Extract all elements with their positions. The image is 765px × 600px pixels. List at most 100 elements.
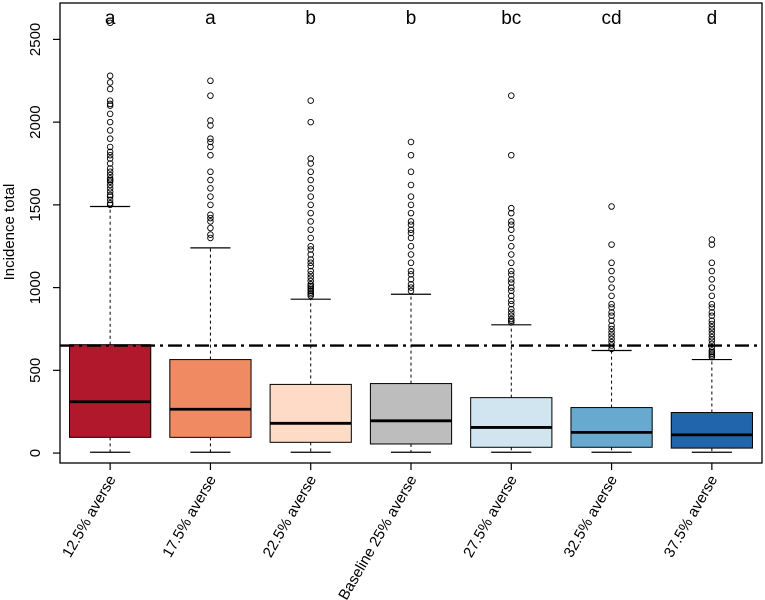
outlier-point	[508, 221, 515, 228]
x-tick-label: 37.5% averse	[661, 473, 722, 561]
outlier-point	[106, 143, 114, 151]
outlier-point	[608, 309, 615, 316]
outlier-point	[307, 267, 314, 275]
outlier-point	[708, 327, 716, 334]
outlier-point	[608, 317, 615, 324]
x-tick-label: Baseline 25% averse	[335, 473, 420, 600]
outlier-point	[407, 218, 415, 225]
outlier-point	[608, 203, 615, 210]
outlier-point	[407, 193, 415, 200]
outlier-point	[608, 325, 615, 333]
outlier-point	[307, 259, 314, 267]
outlier-point	[307, 226, 314, 233]
outlier-point	[508, 292, 515, 300]
outlier-point	[508, 92, 515, 99]
outlier-point	[106, 151, 114, 159]
outlier-point	[207, 77, 214, 85]
outlier-point	[307, 286, 314, 293]
outlier-point	[207, 135, 214, 142]
outlier-point	[307, 168, 314, 176]
outlier-point	[508, 209, 515, 217]
outlier-point	[307, 290, 314, 298]
outlier-point	[407, 151, 415, 159]
outlier-point	[106, 199, 114, 207]
outlier-point	[708, 312, 716, 319]
outlier-point	[106, 118, 114, 126]
outlier-point	[207, 185, 214, 192]
box	[169, 359, 252, 438]
outlier-point	[106, 97, 114, 104]
outlier-point	[307, 256, 314, 263]
outlier-point	[106, 19, 114, 27]
outlier-point	[106, 72, 114, 80]
outlier-point	[508, 276, 515, 283]
outlier-point	[106, 196, 114, 204]
outlier-point	[207, 117, 214, 124]
significance-label: b	[406, 8, 417, 29]
outlier-point	[307, 209, 314, 217]
outlier-point	[207, 122, 214, 129]
outlier-point	[106, 176, 114, 184]
outlier-point	[207, 214, 214, 222]
outlier-point	[207, 234, 214, 242]
outlier-point	[407, 287, 415, 295]
outlier-point	[106, 201, 114, 209]
outlier-point	[508, 204, 515, 212]
outlier-point	[106, 165, 114, 172]
outlier-point	[307, 242, 314, 250]
outlier-point	[508, 319, 515, 326]
outlier-point	[307, 218, 314, 225]
outlier-point	[106, 188, 114, 195]
outlier-point	[106, 102, 114, 109]
outlier-point	[307, 281, 314, 288]
outlier-point	[106, 110, 114, 118]
y-tick-label: 1500	[27, 188, 44, 221]
outlier-point	[207, 168, 214, 176]
outlier-point	[708, 350, 716, 358]
outlier-point	[407, 251, 415, 258]
outlier-point	[106, 191, 114, 199]
outlier-point	[207, 143, 214, 151]
x-tick-label: 27.5% averse	[460, 473, 521, 561]
outlier-point	[307, 97, 314, 104]
outlier-point	[307, 246, 314, 253]
box	[470, 397, 553, 448]
outlier-point	[508, 300, 515, 308]
outlier-point	[708, 353, 716, 361]
outlier-point	[307, 251, 314, 258]
outlier-point	[307, 160, 314, 167]
outlier-point	[608, 300, 615, 308]
y-tick-label: 2500	[27, 23, 44, 56]
outlier-point	[708, 352, 716, 359]
x-tick-label: 12.5% averse	[59, 473, 120, 561]
outlier-point	[307, 287, 314, 295]
outlier-point	[407, 226, 415, 233]
outlier-point	[508, 284, 515, 291]
outlier-point	[407, 276, 415, 283]
outlier-point	[708, 284, 716, 291]
outlier-point	[708, 300, 716, 308]
outlier-point	[608, 259, 615, 267]
outlier-point	[207, 92, 214, 99]
outlier-point	[508, 226, 515, 233]
outlier-point	[708, 324, 716, 331]
outlier-point	[407, 229, 415, 237]
outlier-point	[608, 322, 615, 329]
outlier-point	[608, 284, 615, 291]
outlier-point	[508, 297, 515, 305]
outlier-point	[708, 330, 716, 338]
outlier-point	[508, 251, 515, 258]
plot-area: 0 500 1000 1500 2000 2500 a 12.5% averse a 17.5% …	[27, 2, 763, 600]
outlier-point	[508, 267, 515, 275]
outlier-point	[106, 193, 114, 200]
outlier-point	[407, 234, 415, 242]
outlier-point	[407, 221, 415, 228]
outlier-point	[708, 317, 716, 324]
outlier-point	[207, 176, 214, 184]
box	[269, 383, 352, 443]
outlier-point	[407, 209, 415, 217]
outlier-point	[608, 332, 615, 339]
outlier-point	[407, 168, 415, 176]
outlier-point	[608, 304, 615, 311]
outlier-point	[508, 218, 515, 225]
